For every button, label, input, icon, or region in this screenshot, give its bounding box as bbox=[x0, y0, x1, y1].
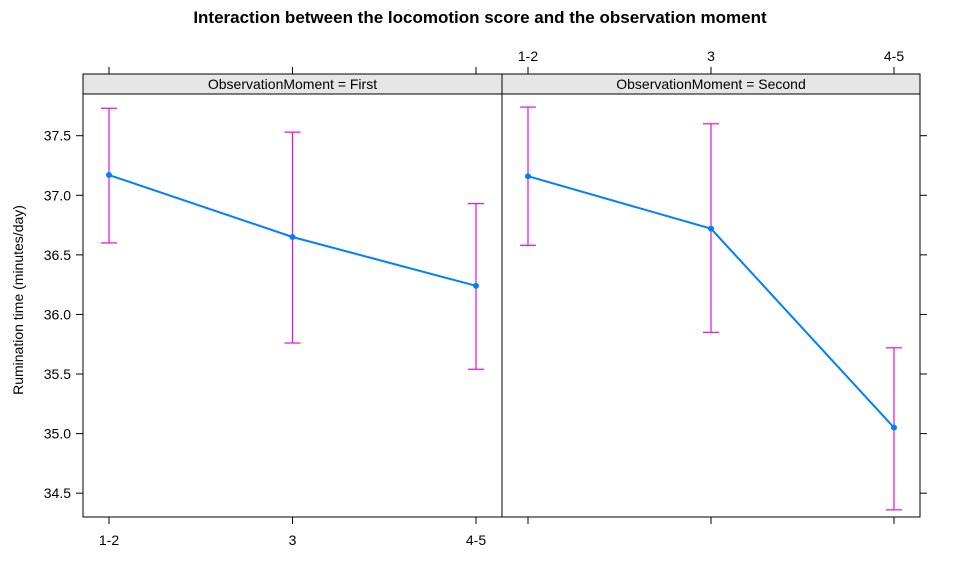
y-tick-label: 34.5 bbox=[44, 485, 71, 501]
panel-1-strip-label: ObservationMoment = First bbox=[208, 76, 377, 92]
data-point bbox=[525, 173, 531, 180]
x-tick-label-top: 4-5 bbox=[884, 48, 904, 64]
y-tick-label: 35.5 bbox=[44, 366, 71, 382]
y-tick-label: 36.0 bbox=[44, 306, 71, 322]
y-axis-label: Rumination time (minutes/day) bbox=[10, 205, 26, 395]
data-point bbox=[473, 282, 479, 289]
x-tick-label-top: 3 bbox=[707, 48, 715, 64]
x-tick-label-bottom: 3 bbox=[289, 532, 297, 548]
data-point bbox=[289, 233, 296, 240]
data-point bbox=[891, 424, 897, 431]
x-tick-label-bottom: 4-5 bbox=[466, 532, 486, 548]
y-tick-label: 37.5 bbox=[44, 128, 71, 144]
panel-2-strip-label: ObservationMoment = Second bbox=[616, 76, 806, 92]
x-tick-label-top: 1-2 bbox=[518, 48, 538, 64]
y-tick-label: 36.5 bbox=[44, 247, 71, 263]
data-point bbox=[106, 172, 112, 179]
y-tick-label: 35.0 bbox=[44, 426, 71, 442]
chart-title: Interaction between the locomotion score… bbox=[193, 8, 767, 27]
data-point bbox=[708, 225, 714, 232]
y-tick-label: 37.0 bbox=[44, 187, 71, 203]
x-tick-label-bottom: 1-2 bbox=[99, 532, 119, 548]
plot-layer: ObservationMoment = First ObservationMome… bbox=[44, 48, 927, 548]
